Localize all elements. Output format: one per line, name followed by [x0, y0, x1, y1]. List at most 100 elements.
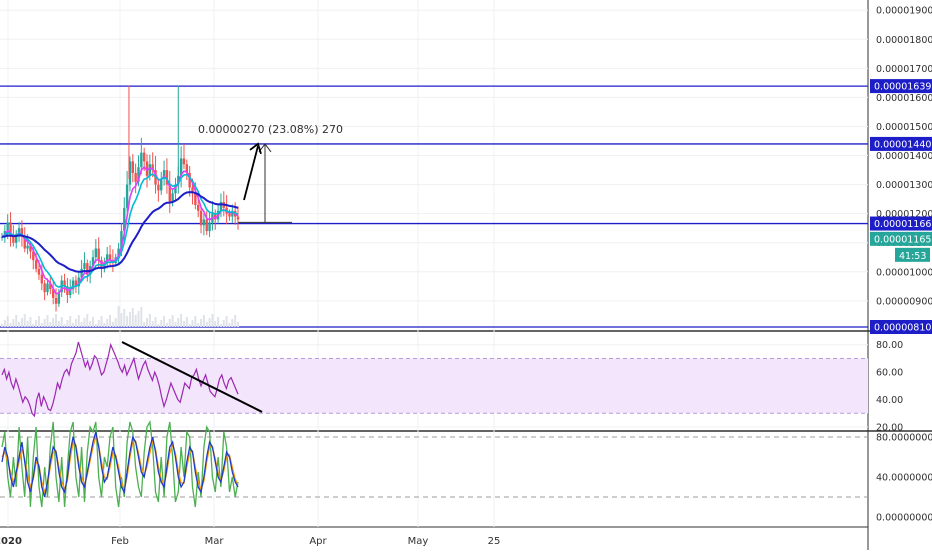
volume-bar: [151, 321, 154, 327]
volume-bar: [143, 322, 146, 327]
volume-bar: [23, 314, 26, 327]
volume-bar: [49, 322, 52, 327]
price-tick-label: 0.00001000: [876, 267, 932, 278]
volume-bar: [120, 313, 123, 327]
price-tick-label: 0.00001300: [876, 180, 932, 191]
projection-arrowhead: [249, 142, 262, 155]
candle-body: [100, 260, 103, 269]
stoch-line: [1, 419, 239, 508]
volume-bar: [174, 322, 177, 327]
candle-body: [17, 228, 21, 235]
volume-bar: [200, 319, 203, 327]
volume-bar: [194, 316, 197, 327]
volume-bar: [217, 317, 220, 327]
candle-body: [74, 280, 78, 287]
volume-bar: [211, 314, 214, 327]
candle-body: [71, 280, 75, 290]
volume-bar: [202, 315, 205, 327]
volume-bar: [126, 316, 129, 327]
volume-bar: [20, 318, 23, 327]
candle-body: [63, 280, 66, 287]
volume-bar: [74, 319, 77, 327]
candle-body: [123, 207, 126, 232]
volume-bar: [214, 321, 217, 327]
volume-bar: [157, 324, 160, 327]
candle-body: [191, 187, 194, 194]
stoch-tick-label: 40.00000000: [876, 473, 932, 484]
projection-arrow-line[interactable]: [243, 145, 259, 201]
price-tick-label: 0.00001900: [876, 6, 932, 17]
volume-bar: [43, 319, 46, 327]
candle-body: [83, 263, 86, 269]
volume-bar: [225, 316, 228, 327]
candle-body: [117, 248, 120, 258]
price-tick-label: 0.00001400: [876, 151, 932, 162]
volume-bar: [77, 315, 80, 327]
x-tick-label: Mar: [205, 536, 225, 547]
candle-body: [168, 184, 171, 203]
volume-bar: [57, 321, 60, 327]
volume-bars: [1, 306, 239, 327]
candle-body: [128, 161, 132, 185]
volume-bar: [177, 318, 180, 327]
candle-body: [151, 164, 154, 171]
volume-bar: [60, 317, 63, 327]
candle-body: [162, 170, 166, 179]
x-tick-label: 25: [488, 536, 501, 547]
x-tick-label: May: [408, 536, 429, 547]
candle-body: [0, 236, 4, 238]
volume-bar: [234, 315, 237, 327]
volume-bar: [111, 322, 114, 327]
volume-bar: [180, 314, 183, 327]
volume-bar: [197, 323, 200, 327]
volume-bar: [37, 316, 40, 327]
candle-body: [188, 172, 191, 188]
rsi-tick-label: 40.00: [876, 395, 903, 406]
level-price-tag: [870, 320, 932, 334]
candle-body: [103, 263, 106, 269]
candle-body: [208, 222, 211, 232]
price-tick-label: 0.00001500: [876, 122, 932, 133]
volume-bar: [6, 316, 9, 327]
volume-bar: [69, 316, 72, 327]
candle-body: [94, 248, 98, 258]
volume-bar: [18, 322, 21, 327]
volume-bar: [9, 323, 12, 327]
volume-bar: [12, 319, 15, 327]
volume-bar: [160, 320, 163, 327]
level-price-label: 0.00000810: [874, 323, 931, 334]
candle-body: [205, 219, 208, 232]
volume-bar: [131, 308, 134, 327]
volume-bar: [103, 323, 106, 327]
candle-body: [43, 283, 46, 293]
volume-bar: [86, 314, 89, 327]
moving-average-line: [1, 165, 239, 295]
candle-body: [140, 152, 143, 168]
rsi-pane[interactable]: [0, 341, 868, 418]
axes: 2020 Feb Mar Apr May 25 0.00000900 0.00001000 0.…: [0, 6, 932, 547]
moving-average-line: [1, 173, 239, 290]
rsi-line: [1, 341, 239, 418]
candle-body: [148, 164, 152, 176]
rsi-trendline[interactable]: [121, 341, 263, 413]
candle-body: [160, 178, 163, 191]
price-tick-label: 0.00001200: [876, 209, 932, 220]
candle-body: [6, 222, 9, 232]
countdown-label: 41:53: [899, 251, 926, 262]
volume-bar: [231, 319, 234, 327]
volume-bar: [134, 315, 137, 327]
volume-bar: [91, 317, 94, 327]
rsi-tick-label: 80.00: [876, 340, 903, 351]
volume-bar: [208, 318, 211, 327]
volume-bar: [154, 317, 157, 327]
price-tick-label: 0.00001600: [876, 93, 932, 104]
rsi-tick-label: 20.00: [876, 423, 903, 434]
volume-bar: [146, 318, 149, 327]
volume-bar: [52, 318, 55, 327]
candle-body: [34, 260, 38, 269]
price-pane[interactable]: [0, 85, 868, 328]
stochastic-pane[interactable]: [0, 419, 868, 508]
volume-bar: [72, 323, 75, 327]
